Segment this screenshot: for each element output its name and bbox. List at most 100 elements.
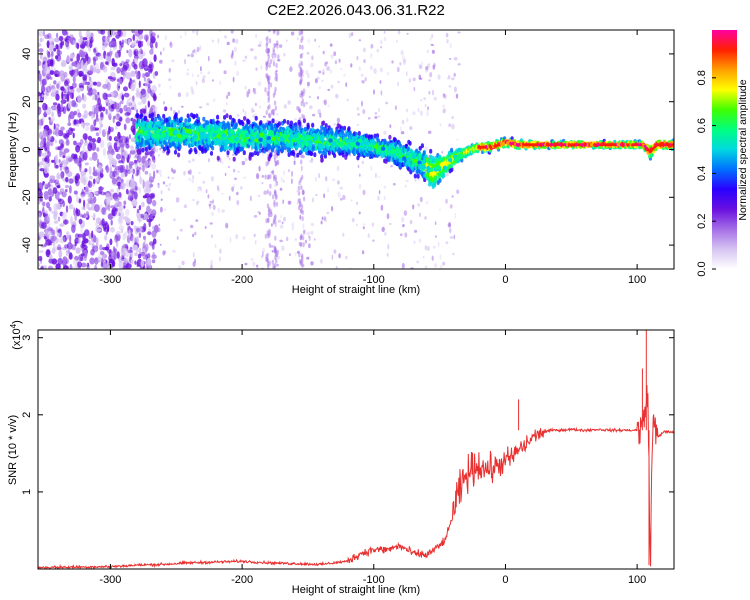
spectrogram-cell — [267, 47, 270, 53]
spectrogram-cell — [187, 160, 192, 164]
spectrogram-cell — [308, 235, 310, 239]
spectrogram-cell — [257, 81, 262, 87]
spectrogram-cell — [133, 63, 138, 70]
spectrogram-cell — [304, 239, 307, 244]
spectrogram-cell — [157, 153, 160, 157]
spectrogram-cell — [115, 121, 121, 127]
spectrogram-cell — [267, 264, 270, 269]
spectrogram-cell — [38, 60, 42, 67]
spectrogram-cell — [302, 91, 305, 97]
spectrogram-cell — [296, 105, 300, 111]
spectrogram-cell — [255, 67, 258, 71]
spectrogram-cell — [261, 247, 266, 253]
spectrogram-cell — [108, 102, 111, 111]
spectrogram-cell — [330, 130, 334, 135]
spectrogram-cell — [267, 90, 271, 96]
spectrogram-cell — [52, 229, 56, 236]
spectrogram-cell — [369, 65, 373, 71]
spectrogram-cell — [255, 34, 257, 39]
spectrogram-cell — [162, 47, 165, 52]
spectrogram-cell — [274, 195, 278, 200]
spectrogram-cell — [265, 161, 268, 167]
spectrogram-cell — [265, 73, 268, 79]
spectrogram-cell — [277, 219, 282, 223]
spectrogram-cell — [450, 147, 454, 153]
spectrogram-cell — [49, 210, 55, 214]
spectrogram-cell — [118, 164, 124, 174]
spectrogram-cell — [383, 31, 386, 34]
spectrogram-cell — [91, 88, 97, 96]
spectrogram-cell — [276, 256, 281, 260]
spectrogram-cell — [62, 256, 68, 263]
spectrogram-cell — [56, 174, 61, 180]
spectrogram-cell — [392, 182, 396, 186]
spectrogram-cell — [299, 235, 303, 241]
spectrogram-cell — [274, 76, 277, 81]
spectrogram-cell — [195, 113, 199, 119]
spectrogram-cell — [57, 232, 60, 238]
spectrogram-cell — [119, 78, 123, 85]
spectrogram-cell — [269, 174, 272, 179]
spectrogram-cell — [147, 100, 150, 108]
spectrogram-cell — [185, 92, 189, 98]
spectrogram-cell — [104, 246, 109, 251]
spectrogram-cell — [316, 76, 320, 80]
spectrogram-cell — [434, 263, 438, 268]
spectrogram-cell — [55, 226, 58, 232]
spectrogram-cell — [38, 182, 44, 191]
spectrogram-cell — [46, 40, 50, 49]
spectrogram-cell — [273, 43, 277, 48]
spectrogram-cell — [38, 106, 42, 115]
spectrogram-cell — [286, 120, 290, 125]
spectrogram-cell — [82, 144, 86, 153]
spectrogram-cell — [275, 63, 278, 68]
spectrogram-cell — [63, 71, 68, 78]
spectrogram-cell — [43, 141, 46, 148]
spectrogram-cell — [380, 45, 382, 49]
spectrogram-cell — [258, 211, 261, 215]
spectrogram-cell — [420, 110, 423, 116]
spectrogram-cell — [374, 112, 378, 115]
spectrogram-cell — [115, 200, 119, 205]
spectrogram-cell — [210, 260, 213, 265]
spectrogram-cell — [310, 151, 314, 157]
spectrogram-cell — [273, 265, 276, 269]
spectrogram-cell — [244, 110, 247, 117]
spectrogram-cell — [267, 48, 270, 54]
spectrogram-cell — [299, 177, 302, 183]
spectrogram-cell — [449, 57, 452, 60]
spectrogram-cell — [201, 78, 205, 84]
spectrogram-cell — [169, 41, 172, 46]
spectrogram-cell — [122, 265, 128, 269]
spectrogram-cell — [338, 58, 341, 63]
spectrogram-cell — [52, 187, 58, 194]
spectrogram-cell — [97, 53, 104, 60]
spectrogram-cell — [296, 202, 299, 205]
spectrogram-cell — [298, 108, 302, 114]
spectrogram-cell — [306, 52, 310, 55]
spectrogram-cell — [40, 152, 47, 157]
spectrogram-cell — [55, 164, 59, 169]
spectrogram-cell — [139, 114, 143, 119]
spectrogram-cell — [131, 235, 137, 244]
spectrogram-cell — [250, 152, 254, 158]
spectrogram-cell — [92, 245, 99, 253]
spectrogram-cell — [159, 243, 162, 246]
spectrogram-cell — [267, 112, 271, 118]
spectrogram-cell — [65, 139, 70, 146]
spectrogram-cell — [273, 43, 276, 49]
spectrogram-cell — [287, 169, 291, 173]
spectrogram-cell — [183, 171, 186, 176]
spectrogram-cell — [294, 251, 297, 256]
spectrogram-cell — [98, 117, 103, 126]
spectrogram-cell — [60, 126, 65, 131]
spectrogram-cell — [66, 242, 73, 250]
spectrogram-cell — [342, 232, 345, 237]
spectrogram-cell — [138, 121, 142, 127]
spectrogram-cell — [267, 105, 270, 111]
spectrogram-cell — [177, 110, 180, 114]
spectrogram-cell — [218, 256, 221, 262]
spectrogram-cell — [272, 112, 275, 116]
spectrogram-cell — [373, 68, 377, 74]
spectrogram-cell — [116, 82, 121, 92]
